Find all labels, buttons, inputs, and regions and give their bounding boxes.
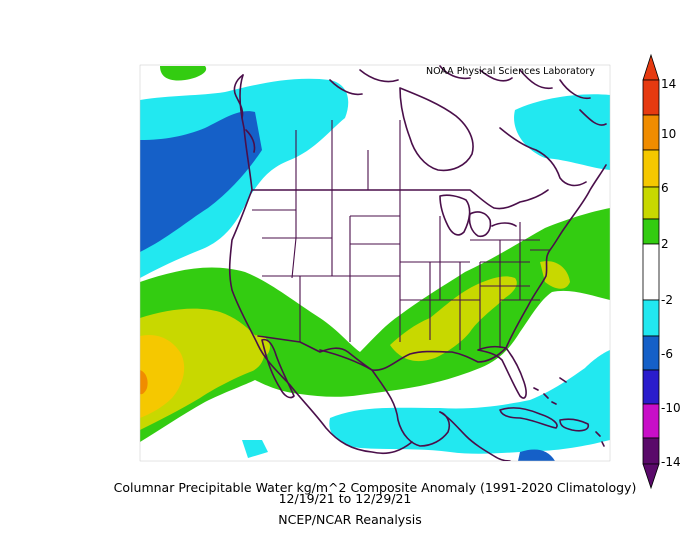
us-canada-border [251,189,549,210]
caption-source: NCEP/NCAR Reanalysis [278,512,422,527]
canadian-arctic-islands [329,65,607,126]
state-boundaries [252,120,550,350]
positive-anomaly-pacific-yellow-green [140,308,265,430]
us-mexico-border [257,335,373,371]
caption-title: Columnar Precipitable Water kg/m^2 Compo… [113,480,637,495]
labrador-coast [499,127,587,187]
mexico-gulf-coast [371,369,451,447]
positive-anomaly-pacific-max [140,334,185,418]
legend-label-6: 6 [661,181,669,195]
legend-label-10: 10 [661,127,677,141]
colorbar-bin [642,114,660,151]
colorbar-bottom-arrow [642,463,660,490]
state-lines-central [399,216,481,350]
bahamas [533,377,567,405]
legend-label-2: 2 [661,237,669,251]
florida [477,345,527,399]
lesser-antilles [595,431,605,447]
legend-label-14: 14 [661,77,677,91]
colorbar-bin [642,335,660,371]
negative-anomaly-mexico [329,350,610,454]
colorbar-bin [642,186,660,220]
legend-label-neg10: -10 [661,401,681,415]
baja-california [261,338,295,399]
negative-anomaly-caribbean-dark [518,449,555,461]
pacific-coastline [228,74,413,455]
legend-label-neg2: -2 [661,293,673,307]
hispaniola [559,418,590,432]
colorbar-bin [642,403,660,439]
positive-anomaly-pacific-south [140,208,610,442]
legend-label-neg14: -14 [661,455,681,469]
map-frame [139,64,611,462]
colorbar-bin [642,369,660,405]
colorbar-bin [642,437,660,465]
central-america [439,411,511,461]
colorbar-bin [642,79,660,116]
state-lines-east [470,222,550,348]
legend-label-neg6: -6 [661,347,673,361]
negative-anomaly-pacific-patch [242,440,268,458]
colorbar-bin [642,149,660,188]
colorbar [642,53,660,490]
positive-anomaly-east-coast [540,261,570,289]
cuba [499,407,558,429]
credit-label: NOAA Physical Sciences Laboratory [426,66,595,77]
colorbar-bin [642,218,660,245]
hudson-bay [399,87,474,172]
positive-anomaly-top-left [160,66,207,81]
colorbar-bin [642,299,660,337]
anomaly-map [140,65,610,461]
great-lakes [439,194,517,238]
negative-anomaly-gulf-of-alaska [140,111,262,252]
alaska-panhandle [233,74,256,153]
positive-anomaly-pacific-core [140,370,148,395]
caption-dates: 12/19/21 to 12/29/21 [278,491,412,506]
colorbar-bin [642,243,660,301]
state-lines-west [252,190,401,342]
positive-anomaly-southeast-yellow-green [390,276,517,362]
colorbar-top-arrow [642,53,660,81]
negative-anomaly-northwest [140,78,349,279]
province-lines [295,120,401,190]
